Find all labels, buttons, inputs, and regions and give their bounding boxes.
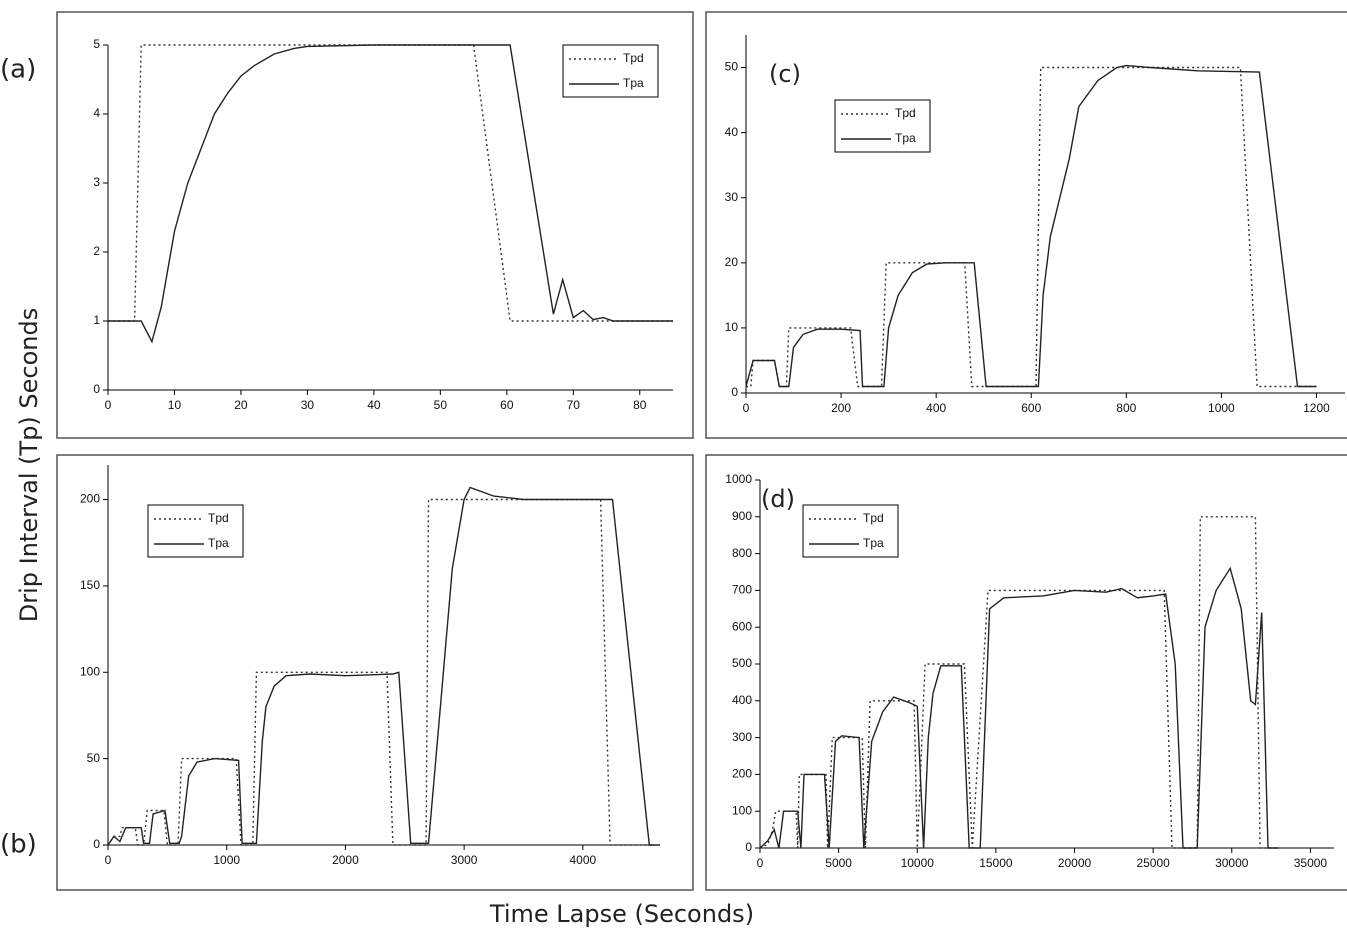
y-tick-label: 1 xyxy=(93,313,100,327)
y-tick-label: 3 xyxy=(93,175,100,189)
data-line xyxy=(107,486,660,846)
legend-label: Tpd xyxy=(208,511,229,525)
y-tick-label: 1000 xyxy=(725,472,752,486)
y-tick-label: 30 xyxy=(725,190,739,204)
y-tick-label: 100 xyxy=(80,664,100,678)
panel-frame xyxy=(56,454,694,891)
legend-label: Tpa xyxy=(895,131,916,145)
y-tick-label: 2 xyxy=(93,244,100,258)
panel-label: (b) xyxy=(0,830,37,860)
x-tick-label: 1000 xyxy=(1208,401,1235,415)
y-tick-label: 700 xyxy=(732,583,752,597)
y-tick-label: 0 xyxy=(93,382,100,396)
y-tick-label: 10 xyxy=(725,320,739,334)
data-line xyxy=(745,64,1317,388)
y-tick-label: 4 xyxy=(93,106,100,120)
y-tick-label: 200 xyxy=(732,767,752,781)
x-tick-label: 40 xyxy=(367,398,381,412)
x-tick-label: 0 xyxy=(105,398,112,412)
y-tick-label: 0 xyxy=(745,840,752,854)
y-tick-label: 5 xyxy=(93,37,100,51)
x-tick-label: 80 xyxy=(633,398,647,412)
panel-label: (c) xyxy=(769,60,801,88)
x-axis-label: Time Lapse (Seconds) xyxy=(489,900,754,928)
x-tick-label: 200 xyxy=(831,401,851,415)
x-tick-label: 0 xyxy=(105,853,112,867)
y-tick-label: 0 xyxy=(731,385,738,399)
legend-label: Tpa xyxy=(863,536,884,550)
y-tick-label: 500 xyxy=(732,656,752,670)
y-tick-label: 0 xyxy=(93,837,100,851)
x-tick-label: 600 xyxy=(1021,401,1041,415)
x-tick-label: 400 xyxy=(926,401,946,415)
y-tick-label: 150 xyxy=(80,578,100,592)
y-tick-label: 200 xyxy=(80,492,100,506)
x-tick-label: 4000 xyxy=(569,853,596,867)
x-tick-label: 25000 xyxy=(1136,856,1170,870)
y-tick-label: 800 xyxy=(732,546,752,560)
legend-label: Tpa xyxy=(208,536,229,550)
x-tick-label: 5000 xyxy=(825,856,852,870)
legend-label: Tpd xyxy=(623,51,644,65)
y-tick-label: 900 xyxy=(732,509,752,523)
y-tick-label: 100 xyxy=(732,803,752,817)
y-tick-label: 50 xyxy=(87,751,101,765)
x-tick-label: 0 xyxy=(743,401,750,415)
x-tick-label: 20000 xyxy=(1058,856,1092,870)
x-tick-label: 15000 xyxy=(979,856,1013,870)
data-line xyxy=(746,66,1317,388)
legend-label: Tpd xyxy=(895,106,916,120)
x-tick-label: 50 xyxy=(434,398,448,412)
x-tick-label: 2000 xyxy=(332,853,359,867)
legend-box xyxy=(562,44,659,98)
data-line xyxy=(108,44,673,322)
x-tick-label: 0 xyxy=(757,856,764,870)
x-tick-label: 10 xyxy=(168,398,182,412)
legend-label: Tpa xyxy=(623,76,644,90)
x-tick-label: 1200 xyxy=(1303,401,1330,415)
panel-frame xyxy=(705,454,1347,891)
legend-box xyxy=(834,99,931,153)
x-tick-label: 30 xyxy=(301,398,315,412)
x-tick-label: 3000 xyxy=(451,853,478,867)
legend-label: Tpd xyxy=(863,511,884,525)
x-tick-label: 60 xyxy=(500,398,514,412)
y-tick-label: 300 xyxy=(732,730,752,744)
panel-label: (d) xyxy=(761,485,795,513)
y-tick-label: 50 xyxy=(725,60,739,74)
data-line xyxy=(759,516,1279,849)
x-tick-label: 800 xyxy=(1116,401,1136,415)
panel-frame xyxy=(705,11,1347,439)
x-tick-label: 10000 xyxy=(901,856,935,870)
x-tick-label: 35000 xyxy=(1294,856,1328,870)
x-tick-label: 30000 xyxy=(1215,856,1249,870)
x-tick-label: 1000 xyxy=(213,853,240,867)
x-tick-label: 20 xyxy=(234,398,248,412)
data-line xyxy=(108,44,673,344)
y-tick-label: 40 xyxy=(725,125,739,139)
y-tick-label: 400 xyxy=(732,693,752,707)
legend-box xyxy=(802,504,899,558)
panel-frame xyxy=(56,11,694,439)
legend-box xyxy=(147,504,244,558)
data-line xyxy=(759,566,1279,849)
panel-label: (a) xyxy=(0,55,36,85)
y-axis-label: Drip Interval (Tp) Seconds xyxy=(15,308,43,623)
y-tick-label: 20 xyxy=(725,255,739,269)
x-tick-label: 70 xyxy=(567,398,581,412)
y-tick-label: 600 xyxy=(732,619,752,633)
